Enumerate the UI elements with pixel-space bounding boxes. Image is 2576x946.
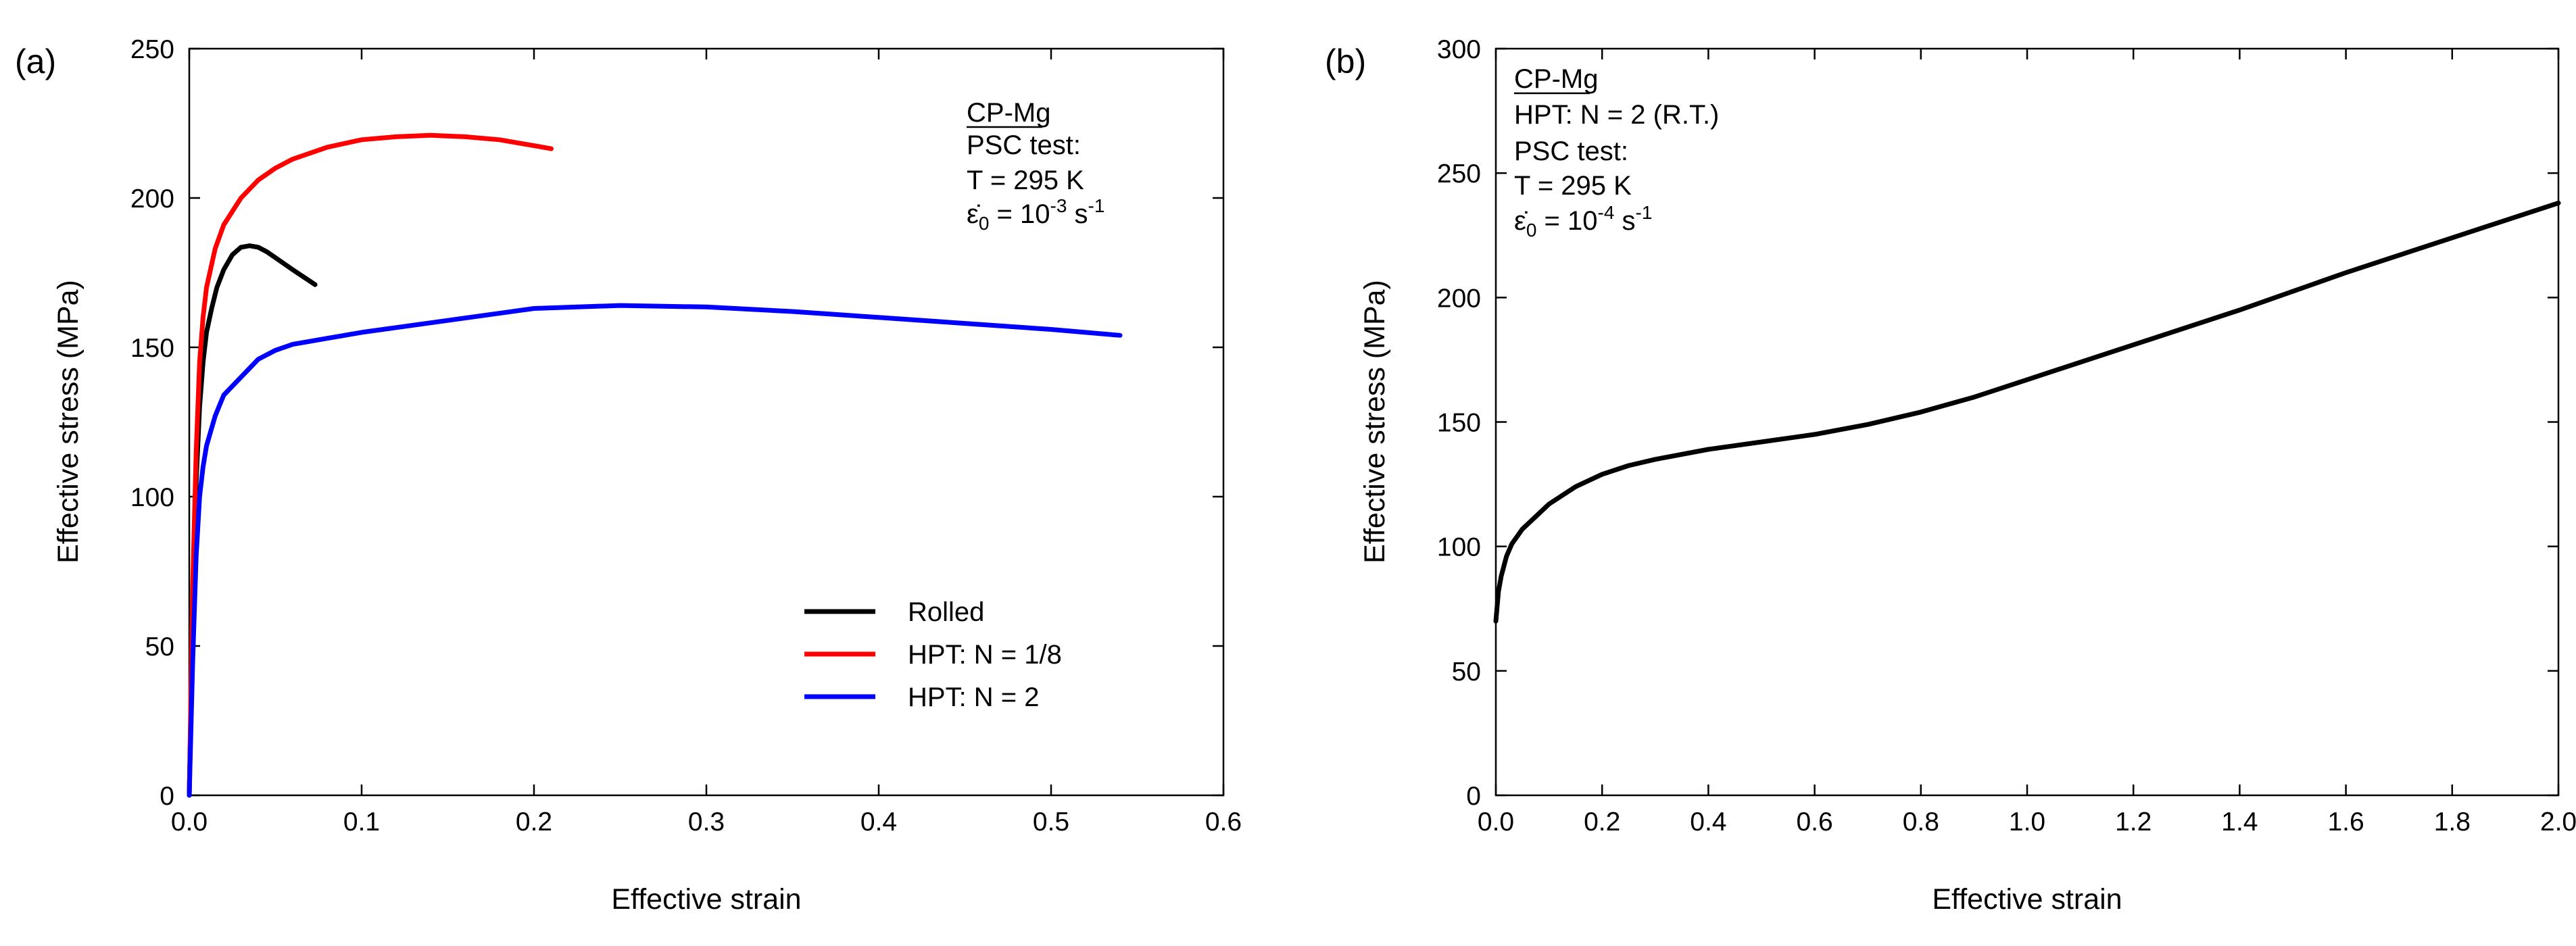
panel-b-x-tick-label: 1.0 — [2009, 807, 2045, 837]
panel-b-ticks: 0.0 0.2 0.4 0.6 0.8 1.0 1.2 1.4 1.6 1.8 2.0 0 50 100 1… — [1437, 35, 2576, 837]
panel-a-annot-rate: ε̇0 = 10-3 s-1 — [967, 195, 1104, 234]
legend-label-rolled: Rolled — [908, 597, 984, 627]
rate-unit-exponent: -1 — [1088, 195, 1105, 216]
panel-a-x-axis-title: Effective strain — [611, 883, 801, 916]
legend-label-hpt-1-8: HPT: N = 1/8 — [908, 640, 1062, 670]
panel-b-annot-material: CP-Mg — [1514, 64, 1598, 94]
panel-a-x-tick-label: 0.2 — [516, 807, 552, 837]
panel-b-x-axis-title: Effective strain — [1932, 883, 2122, 916]
panel-b-x-tick-label: 0.4 — [1690, 807, 1726, 837]
panel-a-y-tick-label: 50 — [145, 632, 174, 662]
panel-b-x-tick-label: 0.8 — [1903, 807, 1939, 837]
panel-a-annot-material: CP-Mg — [967, 98, 1050, 128]
panel-a-series-rolled — [187, 243, 318, 798]
panel-a-y-tick-label: 0 — [160, 782, 174, 811]
panel-b-x-tick-label: 2.0 — [2540, 807, 2576, 837]
panel-b-y-tick-label: 100 — [1437, 533, 1481, 562]
panel-b-series-cp-mg-hpt-n-2 — [1493, 200, 2561, 624]
panel-a-x-tick-label: 0.4 — [860, 807, 897, 837]
rate-symbol: ε̇ — [1514, 206, 1528, 236]
panel-a-x-tick-label: 0.1 — [343, 807, 380, 837]
panel-a-annot-temperature: T = 295 K — [967, 166, 1084, 195]
panel-b-x-tick-label: 1.4 — [2221, 807, 2258, 837]
panel-b-x-tick-label: 1.6 — [2327, 807, 2364, 837]
panel-b-annot-rate: ε̇0 = 10-4 s-1 — [1514, 202, 1652, 241]
rate-unit: s — [1067, 199, 1088, 229]
panel-b-annotation: CP-Mg HPT: N = 2 (R.T.) PSC test: T = 29… — [1514, 64, 1719, 241]
panel-a-x-tick-label: 0.0 — [171, 807, 208, 837]
panel-b-x-tick-label: 0.0 — [1478, 807, 1514, 837]
panel-a-legend: Rolled HPT: N = 1/8 HPT: N = 2 — [804, 597, 1062, 712]
panel-b-x-tick-label: 1.2 — [2115, 807, 2152, 837]
panel-a-y-tick-label: 100 — [130, 483, 174, 512]
rate-equals: = 10 — [989, 199, 1050, 229]
panel-a-x-tick-label: 0.6 — [1205, 807, 1242, 837]
panel-b-x-tick-label: 0.2 — [1584, 807, 1620, 837]
panel-a-ticks: 0.0 0.1 0.2 0.3 0.4 0.5 0.6 0 50 100 150 200 250 — [130, 35, 1242, 837]
panel-a-series-hpt-n-2 — [187, 303, 1123, 798]
panel-b-y-tick-label: 300 — [1437, 35, 1481, 64]
rate-equals: = 10 — [1536, 206, 1597, 236]
panel-b-y-tick-label: 50 — [1452, 657, 1481, 687]
rate-symbol: ε̇ — [967, 199, 980, 229]
panel-b-y-tick-label: 150 — [1437, 409, 1481, 438]
panel-a-y-tick-label: 150 — [130, 334, 174, 363]
panel-b: (b) 0.0 0.2 0.4 0.6 0.8 1.0 1.2 1.4 1.6 1.8 2.0 0 50… — [1325, 35, 2576, 916]
panel-b-x-tick-label: 1.8 — [2434, 807, 2471, 837]
panel-a-label: (a) — [15, 43, 56, 80]
panel-b-annot-hpt: HPT: N = 2 (R.T.) — [1514, 100, 1719, 130]
panel-b-x-tick-label: 0.6 — [1796, 807, 1832, 837]
rate-unit: s — [1614, 206, 1635, 236]
panel-a: (a) 0.0 0.1 0.2 0.3 0.4 0.5 0.6 0 50 100 150 200 250… — [15, 35, 1242, 916]
panel-a-x-tick-label: 0.5 — [1033, 807, 1069, 837]
panel-a-y-tick-label: 250 — [130, 35, 174, 64]
panel-b-annot-temperature: T = 295 K — [1514, 171, 1632, 201]
rate-exponent: -4 — [1598, 202, 1615, 223]
panel-b-y-axis-title: Effective stress (MPa) — [1359, 280, 1391, 564]
panel-b-y-tick-label: 200 — [1437, 284, 1481, 313]
panel-b-series — [1493, 200, 2561, 624]
rate-unit-exponent: -1 — [1636, 202, 1653, 223]
panel-a-series — [187, 132, 1123, 798]
panel-a-annot-test: PSC test: — [967, 130, 1081, 160]
legend-label-hpt-2: HPT: N = 2 — [908, 682, 1040, 712]
panel-a-y-axis-title: Effective stress (MPa) — [52, 280, 84, 564]
rate-subscript: 0 — [979, 213, 990, 234]
panel-a-y-tick-label: 200 — [130, 184, 174, 214]
panel-a-annotation: CP-Mg PSC test: T = 295 K ε̇0 = 10-3 s-1 — [967, 98, 1104, 234]
panel-b-y-tick-label: 250 — [1437, 159, 1481, 189]
panel-b-y-tick-label: 0 — [1466, 782, 1481, 811]
panel-a-x-tick-label: 0.3 — [688, 807, 725, 837]
rate-exponent: -3 — [1050, 195, 1067, 216]
panel-b-annot-test: PSC test: — [1514, 136, 1628, 166]
rate-subscript: 0 — [1526, 220, 1537, 241]
panel-a-series-hpt-n-1-8 — [187, 132, 554, 798]
panel-b-plot-frame — [1494, 47, 2560, 797]
panel-a-plot-frame — [188, 47, 1225, 797]
panel-b-label: (b) — [1325, 43, 1366, 80]
